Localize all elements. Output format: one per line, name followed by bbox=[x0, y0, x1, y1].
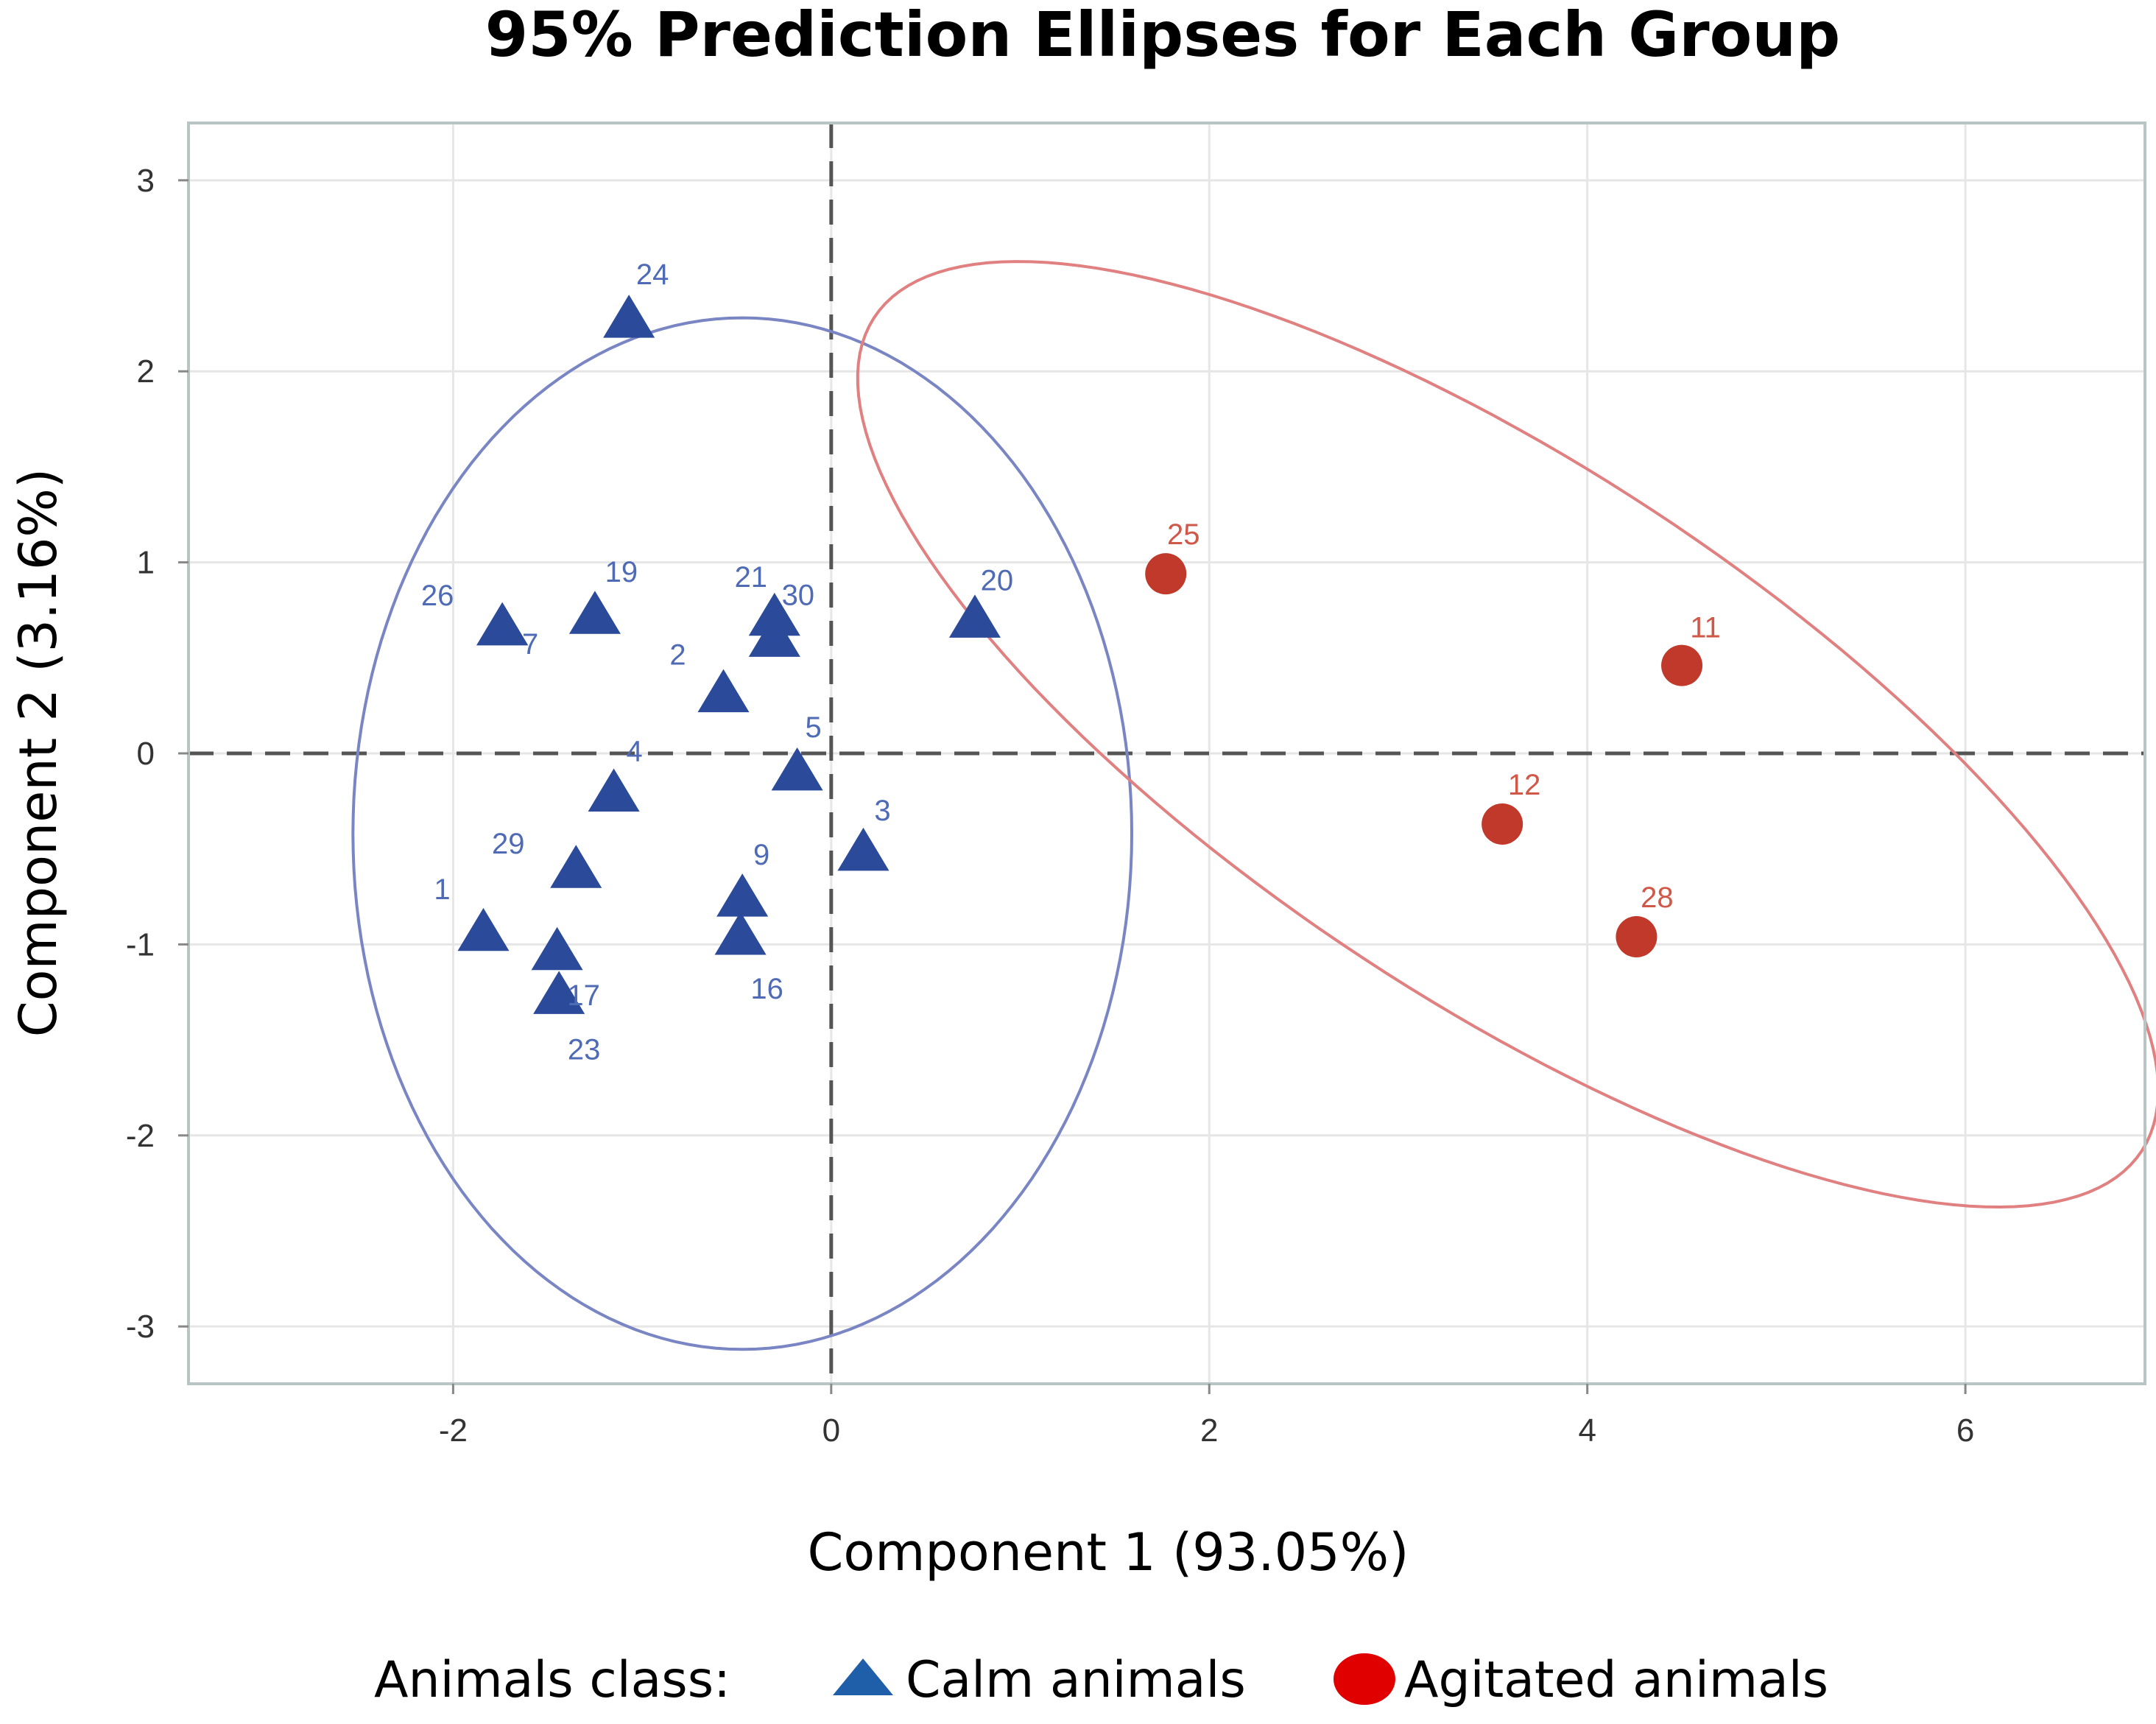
point-label-28: 28 bbox=[1641, 882, 1674, 914]
point-label-24: 24 bbox=[636, 258, 669, 291]
point-label-21: 21 bbox=[735, 561, 768, 594]
y-tick-label-3: 0 bbox=[137, 736, 155, 772]
point-label-23: 23 bbox=[568, 1033, 601, 1066]
legend-entry-calm: Calm animals bbox=[906, 1651, 1246, 1709]
x-tick-label-2: 2 bbox=[1200, 1412, 1218, 1449]
ellipse-calm bbox=[351, 316, 1134, 1351]
y-axis-label: Component 2 (3.16%) bbox=[8, 468, 68, 1037]
legend-title: Animals class: bbox=[374, 1651, 730, 1709]
point-label-12: 12 bbox=[1508, 769, 1541, 801]
point-label-20: 20 bbox=[981, 564, 1014, 597]
point-label-7: 7 bbox=[522, 628, 538, 661]
point-label-1: 1 bbox=[434, 873, 450, 906]
calm-point-4 bbox=[588, 768, 640, 812]
calm-point-1 bbox=[457, 907, 510, 951]
y-tick-label-6: 3 bbox=[137, 163, 155, 199]
data-points bbox=[457, 295, 1703, 1014]
ellipse-agitated bbox=[856, 260, 2156, 1209]
point-label-30: 30 bbox=[782, 579, 815, 611]
point-label-2: 2 bbox=[669, 639, 686, 672]
calm-point-24 bbox=[603, 295, 655, 338]
x-tick-label-1: 0 bbox=[822, 1412, 840, 1449]
point-label-25: 25 bbox=[1167, 518, 1200, 551]
x-axis-label: Component 1 (93.05%) bbox=[808, 1522, 1409, 1583]
agitated-point-11 bbox=[1661, 644, 1703, 686]
y-tick-label-5: 2 bbox=[137, 353, 155, 390]
x-tick-label-4: 6 bbox=[1956, 1412, 1974, 1449]
calm-point-3 bbox=[837, 827, 889, 871]
calm-point-29 bbox=[550, 845, 602, 888]
calm-point-17 bbox=[531, 926, 583, 971]
legend-marker-calm bbox=[833, 1658, 893, 1695]
y-tick-label-4: 1 bbox=[137, 545, 155, 581]
reference-lines bbox=[189, 123, 2145, 1384]
point-label-17: 17 bbox=[567, 979, 600, 1012]
point-label-3: 3 bbox=[874, 795, 890, 827]
x-tick-label-3: 4 bbox=[1578, 1412, 1596, 1449]
x-axis-ticks: -2 0 2 4 6 bbox=[439, 1384, 1974, 1449]
calm-point-5 bbox=[771, 747, 823, 791]
point-label-26: 26 bbox=[421, 580, 454, 612]
point-label-4: 4 bbox=[626, 735, 642, 767]
prediction-ellipses bbox=[351, 260, 2156, 1351]
point-labels: 24 26 7 19 21 30 2 20 5 4 3 29 9 16 1 17 23 25 11 12 28 bbox=[421, 258, 1721, 1066]
calm-point-9 bbox=[716, 873, 769, 917]
point-label-9: 9 bbox=[753, 839, 769, 871]
y-tick-label-0: -3 bbox=[126, 1309, 155, 1345]
calm-point-23 bbox=[533, 971, 585, 1014]
point-label-19: 19 bbox=[605, 556, 638, 588]
agitated-point-25 bbox=[1145, 553, 1187, 595]
calm-point-19 bbox=[568, 591, 621, 634]
point-label-29: 29 bbox=[492, 828, 525, 860]
calm-point-20 bbox=[948, 594, 1001, 638]
agitated-point-28 bbox=[1616, 916, 1657, 958]
point-label-11: 11 bbox=[1690, 612, 1721, 644]
point-label-5: 5 bbox=[805, 711, 821, 744]
chart-title: 95% Prediction Ellipses for Each Group bbox=[485, 0, 1841, 71]
calm-point-16 bbox=[714, 912, 767, 955]
y-tick-label-1: -2 bbox=[126, 1118, 155, 1154]
y-axis-ticks: -3 -2 -1 0 1 2 3 bbox=[126, 163, 189, 1345]
calm-point-30 bbox=[748, 613, 800, 657]
point-label-16: 16 bbox=[750, 973, 783, 1005]
legend: Animals class: Calm animals Agitated ani… bbox=[374, 1651, 1828, 1709]
calm-point-7 bbox=[476, 602, 529, 646]
calm-point-2 bbox=[697, 669, 750, 713]
y-tick-label-2: -1 bbox=[126, 926, 155, 963]
x-tick-label-0: -2 bbox=[439, 1412, 468, 1449]
agitated-point-12 bbox=[1482, 803, 1523, 845]
legend-entry-agitated: Agitated animals bbox=[1404, 1651, 1828, 1709]
legend-marker-agitated bbox=[1334, 1653, 1395, 1705]
